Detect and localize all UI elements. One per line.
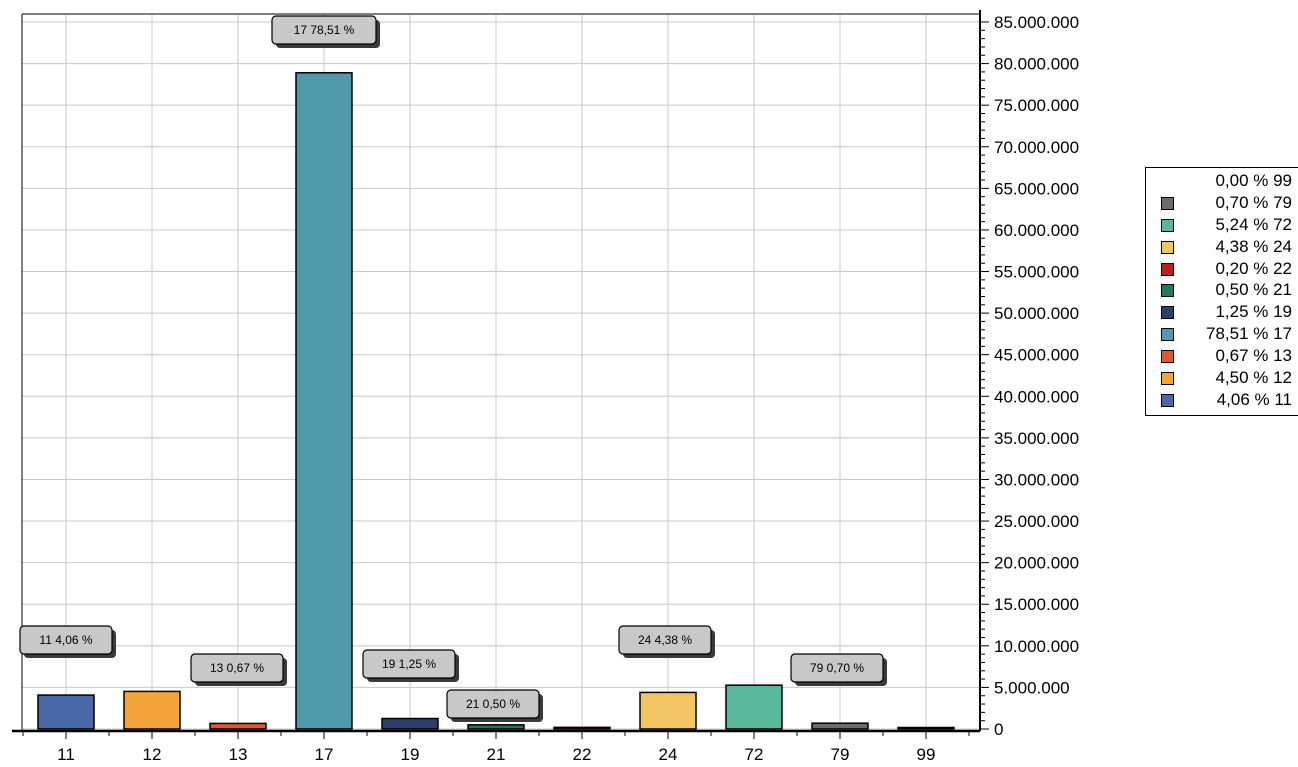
callout-text: 17 78,51 % bbox=[294, 23, 355, 37]
x-tick-label: 72 bbox=[745, 745, 764, 764]
callout-box bbox=[190, 653, 284, 683]
callout-79: 79 0,70 % bbox=[790, 653, 887, 686]
y-tick-label: 85.000.000 bbox=[994, 13, 1079, 32]
bar-11 bbox=[37, 694, 95, 730]
legend-label: 4,38 % 24 bbox=[1215, 236, 1292, 256]
y-tick-label: 35.000.000 bbox=[994, 429, 1079, 448]
legend-swatch bbox=[1161, 372, 1174, 386]
legend-item: 5,24 % 72 bbox=[1146, 214, 1298, 236]
legend-item: 4,06 % 11 bbox=[1146, 389, 1298, 411]
y-tick-label: 80.000.000 bbox=[994, 55, 1079, 74]
legend-item: 0,50 % 21 bbox=[1146, 279, 1298, 301]
legend-label: 4,50 % 12 bbox=[1215, 368, 1292, 388]
legend-swatch bbox=[1161, 240, 1174, 254]
bar-99 bbox=[897, 726, 955, 730]
y-tick-label: 70.000.000 bbox=[994, 138, 1079, 157]
y-tick-label: 30.000.000 bbox=[994, 470, 1079, 489]
bar-19 bbox=[381, 717, 439, 730]
legend-item: 0,00 % 99 bbox=[1146, 170, 1298, 192]
callout-13: 13 0,67 % bbox=[190, 653, 287, 686]
y-tick-label: 20.000.000 bbox=[994, 554, 1079, 573]
bar-22 bbox=[553, 726, 611, 730]
bar-13 bbox=[209, 722, 267, 730]
y-tick-label: 5.000.000 bbox=[994, 678, 1070, 697]
callout-19: 19 1,25 % bbox=[362, 649, 459, 682]
callout-box bbox=[362, 649, 456, 679]
legend-label: 5,24 % 72 bbox=[1215, 214, 1292, 234]
legend-item: 4,38 % 24 bbox=[1146, 236, 1298, 258]
legend-label: 1,25 % 19 bbox=[1215, 302, 1292, 322]
callout-box bbox=[446, 689, 540, 719]
y-tick-label: 65.000.000 bbox=[994, 179, 1079, 198]
x-tick-label: 22 bbox=[573, 745, 592, 764]
y-tick-label: 55.000.000 bbox=[994, 263, 1079, 282]
bar-72 bbox=[725, 684, 783, 730]
x-tick-label: 99 bbox=[917, 745, 936, 764]
callout-text: 79 0,70 % bbox=[810, 661, 864, 675]
x-tick-label: 11 bbox=[57, 745, 75, 764]
callout-text: 24 4,38 % bbox=[638, 633, 692, 647]
legend-swatch bbox=[1161, 350, 1174, 364]
x-tick-label: 13 bbox=[229, 745, 248, 764]
callout-text: 13 0,67 % bbox=[210, 661, 264, 675]
x-tick-label: 12 bbox=[143, 745, 162, 764]
y-tick-label: 60.000.000 bbox=[994, 221, 1079, 240]
bar-24 bbox=[639, 691, 697, 730]
legend-swatch bbox=[1161, 393, 1174, 407]
legend-label: 0,20 % 22 bbox=[1215, 258, 1292, 278]
legend-swatch bbox=[1161, 328, 1174, 342]
y-tick-label: 10.000.000 bbox=[994, 637, 1079, 656]
callout-text: 19 1,25 % bbox=[382, 657, 436, 671]
legend-label: 4,06 % 11 bbox=[1216, 389, 1292, 409]
x-tick-label: 24 bbox=[659, 745, 678, 764]
legend-swatch bbox=[1161, 284, 1174, 298]
legend-item: 1,25 % 19 bbox=[1146, 301, 1298, 323]
callout-text: 21 0,50 % bbox=[466, 697, 520, 711]
legend: 0,00 % 99 0,70 % 79 5,24 % 72 4,38 % 24 0,20… bbox=[1145, 167, 1298, 416]
legend-label: 0,70 % 79 bbox=[1215, 192, 1292, 212]
legend-label: 0,67 % 13 bbox=[1215, 346, 1292, 366]
callout-11: 11 4,06 % bbox=[19, 625, 116, 658]
legend-item: 0,20 % 22 bbox=[1146, 258, 1298, 280]
legend-label: 78,51 % 17 bbox=[1205, 324, 1292, 344]
callout-21: 21 0,50 % bbox=[446, 689, 543, 722]
callout-box bbox=[19, 625, 113, 655]
legend-item: 0,67 % 13 bbox=[1146, 345, 1298, 367]
legend-label: 0,50 % 21 bbox=[1215, 280, 1292, 300]
callout-text: 11 4,06 % bbox=[39, 633, 92, 647]
callout-box bbox=[618, 625, 712, 655]
callout-box bbox=[790, 653, 884, 683]
bar-12 bbox=[123, 690, 181, 730]
y-tick-label: 25.000.000 bbox=[994, 512, 1079, 531]
bar-79 bbox=[811, 722, 869, 730]
x-tick-label: 21 bbox=[487, 745, 506, 764]
legend-item: 78,51 % 17 bbox=[1146, 323, 1298, 345]
bar-21 bbox=[467, 724, 525, 730]
legend-item: 0,70 % 79 bbox=[1146, 192, 1298, 214]
x-tick-label: 19 bbox=[401, 745, 420, 764]
legend-label: 0,00 % 99 bbox=[1215, 171, 1292, 190]
y-tick-label: 40.000.000 bbox=[994, 387, 1079, 406]
legend-swatch bbox=[1161, 306, 1174, 320]
legend-swatch bbox=[1161, 196, 1174, 210]
legend-swatch bbox=[1161, 218, 1174, 232]
callout-24: 24 4,38 % bbox=[618, 625, 715, 658]
bar-17 bbox=[295, 71, 353, 730]
x-tick-label: 17 bbox=[315, 745, 334, 764]
callout-17: 17 78,51 % bbox=[271, 15, 380, 48]
x-tick-label: 79 bbox=[831, 745, 850, 764]
legend-swatch bbox=[1161, 262, 1174, 276]
callout-box bbox=[271, 15, 377, 45]
y-tick-label: 45.000.000 bbox=[994, 346, 1079, 365]
y-tick-label: 15.000.000 bbox=[994, 595, 1079, 614]
legend-item: 4,50 % 12 bbox=[1146, 367, 1298, 389]
y-tick-label: 50.000.000 bbox=[994, 304, 1079, 323]
y-tick-label: 75.000.000 bbox=[994, 96, 1079, 115]
y-tick-label: 0 bbox=[994, 720, 1003, 739]
